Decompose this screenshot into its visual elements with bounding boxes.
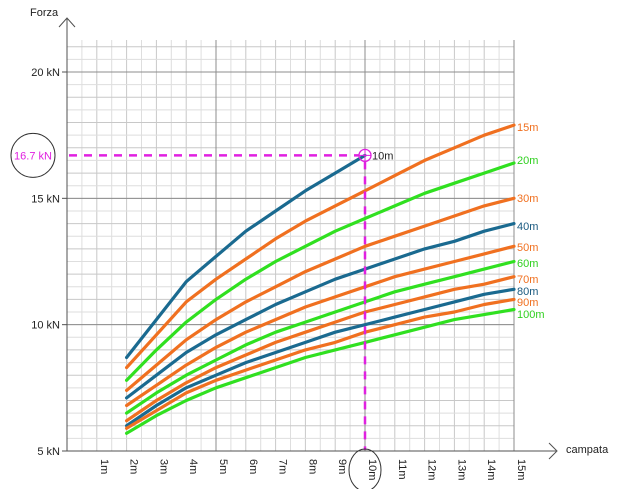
point-label: 10m (372, 150, 393, 162)
x-tick-label: 12m (426, 459, 438, 480)
series-label-30m: 30m (517, 193, 538, 205)
x-tick-label: 4m (187, 459, 199, 474)
y-tick-label: 20 kN (31, 67, 60, 79)
y-axis-arrow (58, 17, 76, 28)
chart-labels: 5 kN 10 kN 15 kN 20 kN 1m 2m 3m 4m 5m 6m 7m 8m 9m 10m… (10, 7, 609, 489)
series-line-70m (124, 275, 516, 423)
y-tick-label: 15 kN (31, 193, 60, 205)
series-label-20m: 20m (517, 155, 538, 167)
x-tick-label: 5m (217, 459, 229, 474)
y-tick-label: 10 kN (31, 320, 60, 332)
x-tick-label: 15m (515, 459, 527, 480)
series-label-100m: 100m (517, 309, 545, 321)
series-label-60m: 60m (517, 258, 538, 270)
x-tick-label: 14m (485, 459, 497, 480)
series-line-50m (124, 244, 516, 408)
x-tick-label: 1m (98, 459, 110, 474)
value-reading-label: 16.7 kN (14, 150, 52, 162)
series-label-80m: 80m (517, 286, 538, 298)
series-line-30m (124, 196, 516, 392)
series-line-80m (124, 287, 516, 428)
series-line-60m (124, 259, 516, 415)
series-line-15m (124, 123, 516, 370)
x-tick-label: 8m (306, 459, 318, 474)
x-axis-arrow (548, 442, 558, 460)
series-label-50m: 50m (517, 242, 538, 254)
x-tick-label: 13m (455, 459, 467, 480)
x-tick-label: 2m (128, 459, 140, 474)
x-tick-label: 11m (396, 459, 408, 480)
chart-grid (67, 40, 515, 451)
series-lines (124, 123, 516, 435)
series-line-100m (124, 307, 516, 435)
value-reading-circle (10, 132, 56, 178)
y-axis-title: Forza (30, 7, 59, 19)
x-axis-title: campata (566, 444, 609, 456)
series-label-70m: 70m (517, 274, 538, 286)
reading-guides (69, 148, 372, 450)
series-line-10m (124, 153, 367, 360)
series-line-40m (124, 222, 516, 400)
series-label-40m: 40m (517, 221, 538, 233)
y-tick-label: 5 kN (37, 446, 60, 458)
series-line-90m (124, 297, 516, 430)
highlighted-x-tick-circle (348, 448, 382, 489)
x-tick-label: 6m (247, 459, 259, 474)
x-tick-label: 3m (157, 459, 169, 474)
series-line-20m (124, 161, 516, 382)
x-tick-label: 10m (366, 459, 378, 480)
chart-axes (58, 17, 558, 460)
series-label-90m: 90m (517, 297, 538, 309)
x-tick-label: 9m (336, 459, 348, 474)
series-label-15m: 15m (517, 122, 538, 134)
x-tick-label: 7m (277, 459, 289, 474)
